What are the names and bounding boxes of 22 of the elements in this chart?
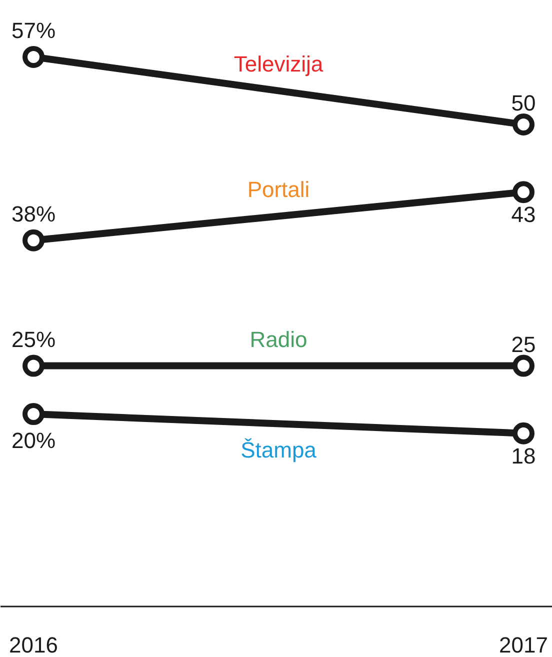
point <box>22 354 44 377</box>
x-tick-label: 2017 <box>499 632 548 657</box>
data-label: 25% <box>11 326 56 352</box>
point <box>22 46 44 68</box>
data-label: 57% <box>11 18 56 43</box>
data-label: 18 <box>511 443 536 468</box>
series-label: Televizija <box>234 52 324 77</box>
point <box>22 403 44 426</box>
point <box>512 114 534 136</box>
point <box>512 181 534 204</box>
point <box>22 229 44 252</box>
series-label: Portali <box>247 177 310 202</box>
data-label: 38% <box>11 201 56 226</box>
data-label: 43 <box>511 202 536 228</box>
x-tick-label: 2016 <box>9 632 58 657</box>
point <box>512 422 534 444</box>
data-label: 50 <box>511 90 536 116</box>
data-label: 20% <box>11 428 56 454</box>
point <box>512 354 534 377</box>
data-label: 25 <box>511 332 536 357</box>
series-label: Štampa <box>240 438 318 463</box>
series-label: Radio <box>250 326 308 352</box>
